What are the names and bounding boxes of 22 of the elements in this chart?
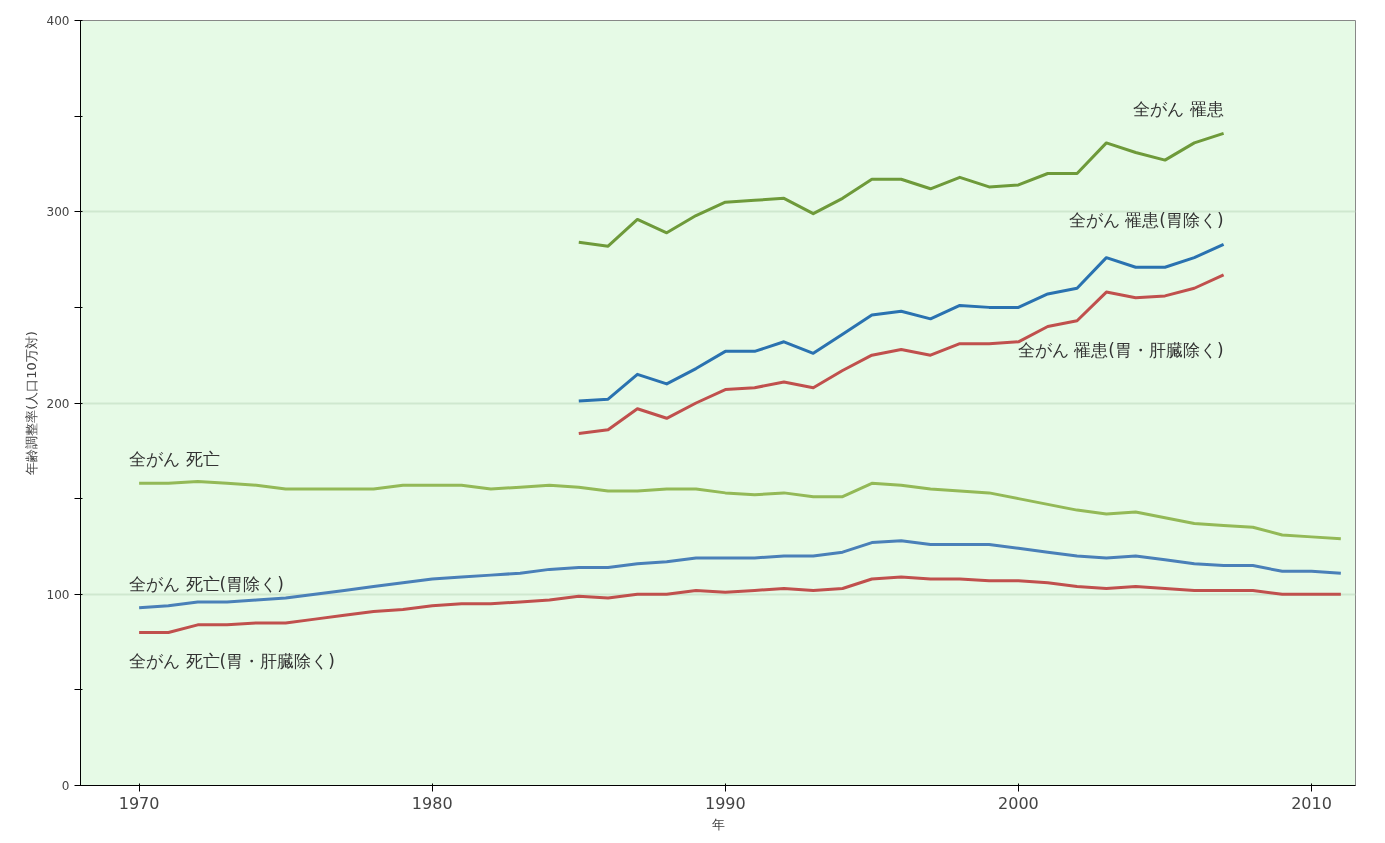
x-tick-label: 2010 xyxy=(1291,793,1332,813)
y-tick-label: 100 xyxy=(46,587,70,602)
series-label: 全がん 罹患 xyxy=(1133,99,1224,120)
line-series xyxy=(577,273,1226,436)
y-tick-label: 300 xyxy=(46,205,70,220)
x-tick-label: 1980 xyxy=(411,793,453,813)
series-label: 全がん 死亡(胃除く) xyxy=(129,573,284,594)
series-label: 全がん 死亡(胃・肝臓除く) xyxy=(129,650,335,671)
series-label: 全がん 罹患(胃除く) xyxy=(1068,210,1224,231)
series-label: 全がん 罹患(胃・肝臓除く) xyxy=(1017,339,1224,360)
line-series xyxy=(577,242,1226,403)
y-tick-label: 0 xyxy=(61,779,70,793)
x-tick-label: 1970 xyxy=(118,793,160,813)
y-tick-label: 400 xyxy=(46,14,70,28)
line-series xyxy=(577,131,1226,248)
y-axis-title: 年齢調整率(人口10万対) xyxy=(23,331,39,475)
series-label: 全がん 死亡 xyxy=(129,449,220,470)
line-series xyxy=(137,479,1343,541)
x-axis-title: 年 xyxy=(711,816,725,832)
y-tick-label: 200 xyxy=(46,396,70,411)
x-tick-label: 2000 xyxy=(998,793,1039,813)
x-tick-label: 1990 xyxy=(704,793,746,813)
